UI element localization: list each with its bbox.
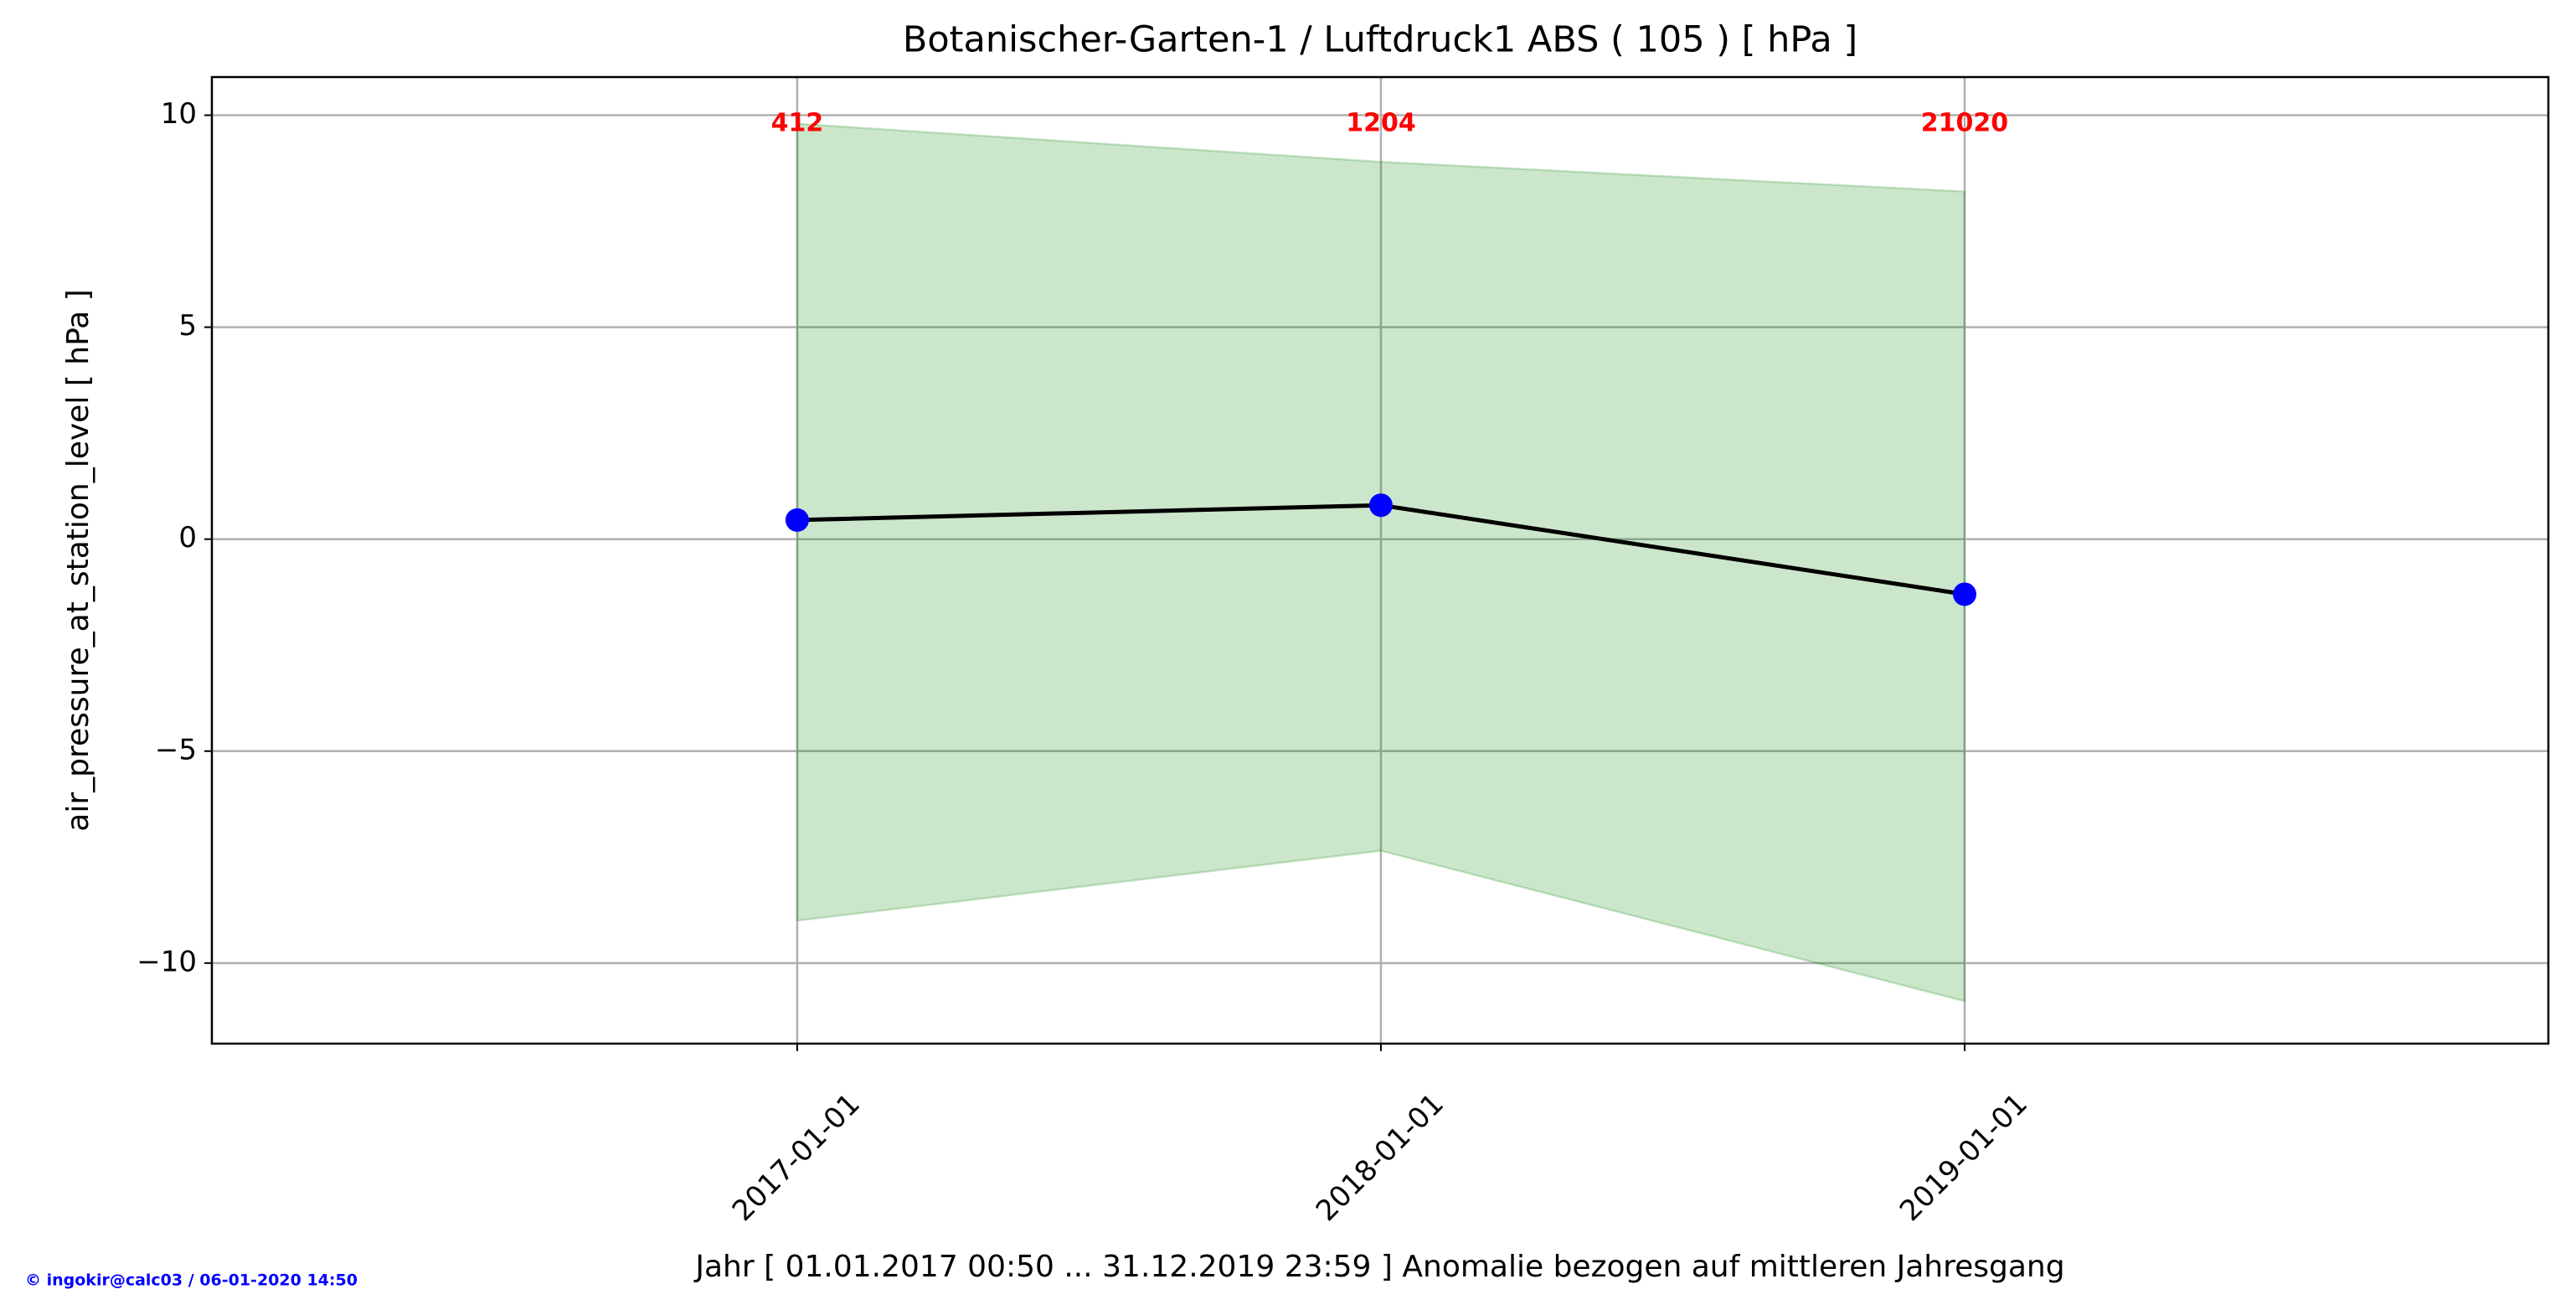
x-tick-label: 2018-01-01 (1310, 1087, 1450, 1228)
data-point (1952, 582, 1976, 606)
count-label: 412 (771, 109, 824, 138)
x-axis-label: Jahr [ 01.01.2017 00:50 ... 31.12.2019 2… (693, 1250, 2064, 1284)
count-label: 1204 (1346, 109, 1416, 138)
data-point (785, 508, 809, 532)
y-axis-label: air_pressure_at_station_level [ hPa ] (61, 289, 95, 831)
x-tick-label: 2019-01-01 (1893, 1087, 2034, 1228)
data-point (1368, 493, 1393, 518)
count-label: 21020 (1921, 109, 2008, 138)
chart-title: Botanischer-Garten-1 / Luftdruck1 ABS ( … (903, 19, 1857, 61)
y-tick-label: 10 (161, 97, 197, 131)
y-tick-label: 0 (178, 521, 197, 554)
plot-frame (210, 75, 2550, 1045)
spread-band (796, 122, 1966, 1003)
y-tick-label: 5 (178, 309, 197, 343)
y-tick-label: −10 (137, 945, 197, 978)
y-tick-label: −5 (155, 733, 197, 766)
footer: © ingokir@calc03 / 06-01-2020 14:50 (25, 1271, 358, 1290)
x-tick-label: 2017-01-01 (726, 1087, 867, 1228)
